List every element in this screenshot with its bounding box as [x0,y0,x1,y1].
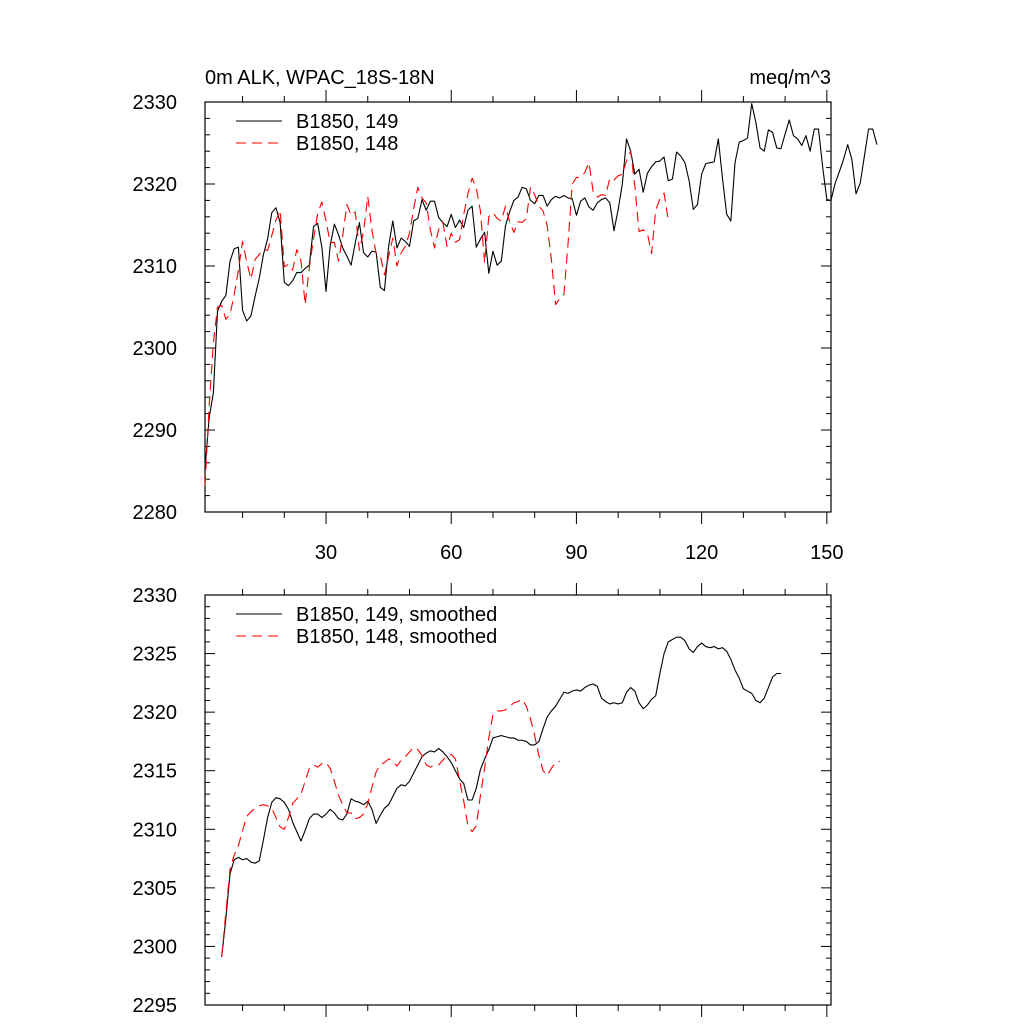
top-series-line-148 [204,150,669,486]
bottom-y-tick-label: 2330 [133,585,178,607]
bottom-y-tick-label: 2300 [133,936,178,958]
bottom-panel: 2295 2300 2305 2310 2315 2320 2325 2330 B1850, … [133,583,832,1017]
bottom-plot-frame [204,594,832,1006]
bottom-y-tick-label: 2325 [133,644,178,666]
bottom-y-tick-label: 2310 [133,819,178,841]
top-series-group [204,103,878,486]
top-chart-units: meq/m^3 [749,67,831,89]
bottom-y-tick-label: 2320 [133,702,178,724]
top-x-tick-label: 30 [315,542,337,564]
top-y-tick-label: 2290 [133,420,178,442]
top-y-axis: 2280 2290 2300 2310 2320 2330 [133,92,831,524]
bottom-series-line-149 [221,636,781,958]
top-plot-frame [204,101,832,513]
top-y-tick-label: 2300 [133,338,178,360]
top-panel: 0m ALK, WPAC_18S-18N meq/m^3 2280 2290 230… [133,67,878,564]
bottom-x-axis [242,583,828,1017]
bottom-series-line-148 [221,698,560,958]
top-x-axis: 30 60 90 120 150 [242,90,844,564]
top-chart-title: 0m ALK, WPAC_18S-18N [205,67,435,89]
top-x-tick-label: 90 [565,542,587,564]
top-y-tick-label: 2280 [133,502,178,524]
top-y-tick-label: 2320 [133,174,178,196]
top-series-line-149 [204,103,878,469]
top-x-tick-label: 150 [810,542,843,564]
top-x-tick-label: 60 [440,542,462,564]
legend-label-series-149: B1850, 149 [296,111,398,133]
bottom-y-tick-label: 2295 [133,995,178,1017]
legend-label-smoothed-148: B1850, 148, smoothed [296,626,497,648]
legend-label-smoothed-149: B1850, 149, smoothed [296,604,497,626]
top-x-tick-label: 120 [685,542,718,564]
top-y-tick-label: 2330 [133,92,178,114]
bottom-legend: B1850, 149, smoothed B1850, 148, smoothe… [236,604,497,648]
bottom-y-axis: 2295 2300 2305 2310 2315 2320 2325 2330 [133,585,831,1017]
top-y-tick-label: 2310 [133,256,178,278]
top-legend: B1850, 149 B1850, 148 [236,111,398,155]
bottom-y-tick-label: 2315 [133,761,178,783]
bottom-y-tick-label: 2305 [133,878,178,900]
legend-label-series-148: B1850, 148 [296,133,398,155]
bottom-series-group [221,636,781,958]
